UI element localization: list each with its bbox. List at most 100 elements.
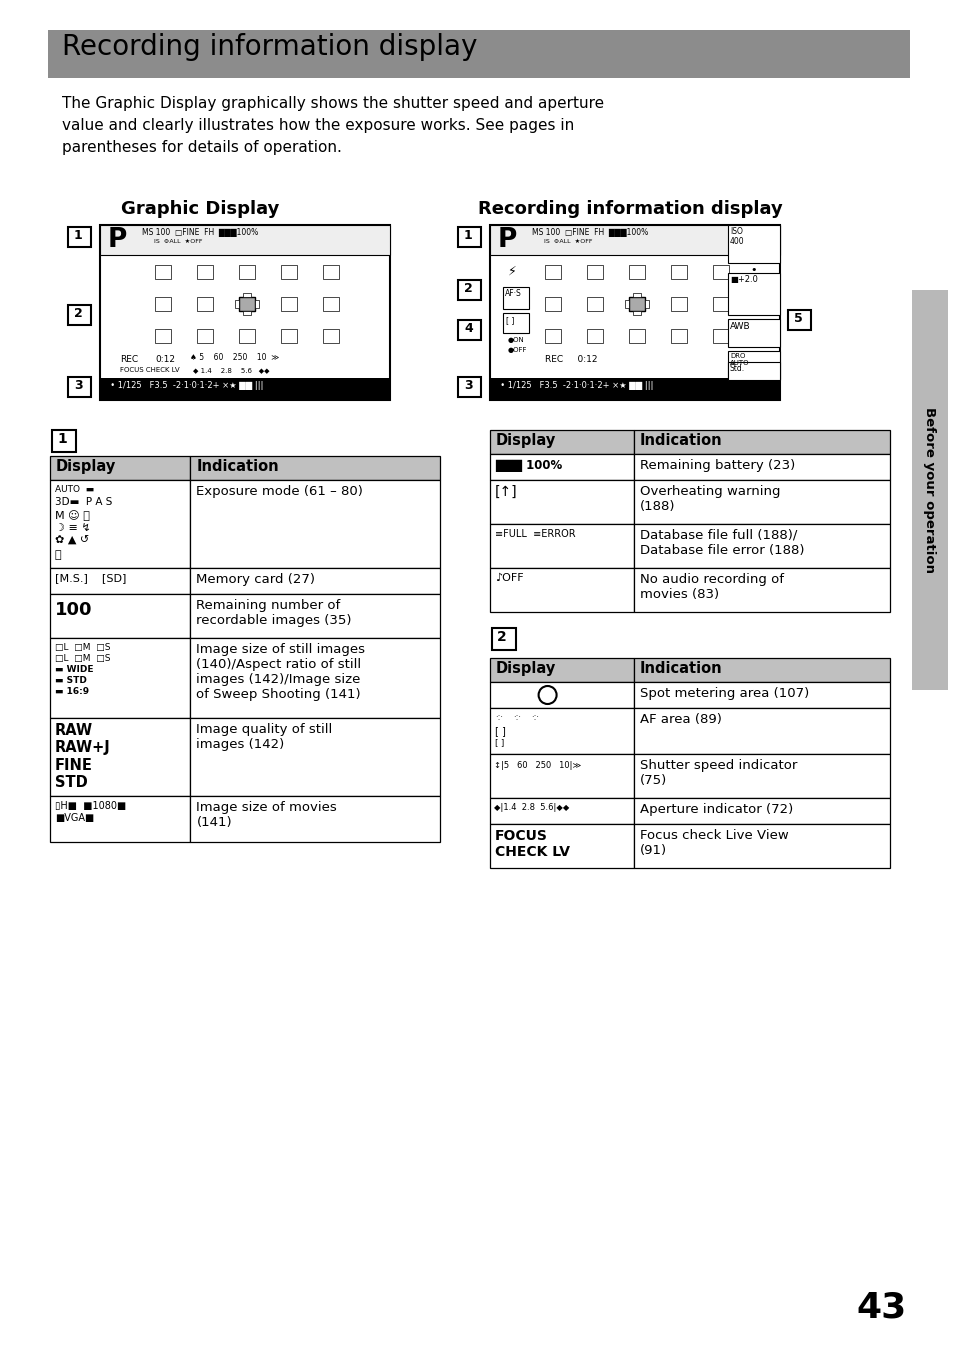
Bar xyxy=(911,291,947,690)
Bar xyxy=(239,297,254,311)
Bar xyxy=(490,707,634,755)
Bar xyxy=(191,480,439,568)
Text: ▬ STD: ▬ STD xyxy=(55,677,87,685)
Text: • 1/125   F3.5  -2·1·0·1·2+ ×★ ██ |||: • 1/125 F3.5 -2·1·0·1·2+ ×★ ██ ||| xyxy=(495,381,653,390)
Bar xyxy=(492,628,516,650)
Text: 3: 3 xyxy=(74,379,83,391)
Text: IS  ⚙ALL  ★OFF: IS ⚙ALL ★OFF xyxy=(153,239,202,243)
Text: 43: 43 xyxy=(855,1290,905,1323)
Text: REC     0:12: REC 0:12 xyxy=(544,355,597,364)
Bar xyxy=(50,718,191,796)
Text: [↑]: [↑] xyxy=(495,486,517,499)
Text: [M.S.]    [SD]: [M.S.] [SD] xyxy=(55,573,126,582)
Text: Image size of movies
(141): Image size of movies (141) xyxy=(196,802,336,829)
Text: ●ON: ●ON xyxy=(507,338,524,343)
Text: Image size of still images
(140)/Aspect ratio of still
images (142)/Image size
o: Image size of still images (140)/Aspect … xyxy=(196,643,365,701)
Text: REC: REC xyxy=(120,355,138,364)
Text: AUTO  ▬: AUTO ▬ xyxy=(55,486,94,494)
Bar xyxy=(254,300,258,308)
Text: □L  □M  □S: □L □M □S xyxy=(55,643,111,652)
Text: Memory card (27): Memory card (27) xyxy=(196,573,315,586)
Bar xyxy=(154,265,171,278)
Text: P: P xyxy=(108,227,128,253)
Text: Display: Display xyxy=(496,433,556,448)
Text: Graphic Display: Graphic Display xyxy=(121,200,279,218)
Bar xyxy=(586,297,602,311)
Bar xyxy=(191,638,439,718)
Bar xyxy=(670,265,686,278)
Bar xyxy=(243,311,251,315)
Bar xyxy=(50,568,191,594)
Bar xyxy=(644,300,648,308)
Text: AF area (89): AF area (89) xyxy=(639,713,721,726)
Text: ⓪: ⓪ xyxy=(55,550,62,560)
Bar xyxy=(634,755,889,798)
Text: Remaining number of
recordable images (35): Remaining number of recordable images (3… xyxy=(196,599,352,627)
Text: ✿ ▲ ↺: ✿ ▲ ↺ xyxy=(55,537,90,546)
Bar xyxy=(50,480,191,568)
Bar xyxy=(490,455,634,480)
Text: ███ 100%: ███ 100% xyxy=(495,459,561,472)
Text: parentheses for details of operation.: parentheses for details of operation. xyxy=(62,140,341,155)
Bar xyxy=(634,658,889,682)
Bar xyxy=(191,718,439,796)
Text: • 1/125   F3.5  -2·1·0·1·2+ ×★ ██ |||: • 1/125 F3.5 -2·1·0·1·2+ ×★ ██ ||| xyxy=(105,381,263,390)
Bar xyxy=(628,297,644,311)
Bar xyxy=(634,824,889,868)
Text: ↕|5   60   250   10|≫: ↕|5 60 250 10|≫ xyxy=(494,761,580,769)
Bar xyxy=(50,594,191,638)
Text: Indication: Indication xyxy=(196,459,278,473)
Bar xyxy=(239,265,254,278)
Bar xyxy=(670,297,686,311)
Text: AF·S: AF·S xyxy=(504,289,521,299)
Bar xyxy=(727,319,780,347)
Text: •: • xyxy=(749,265,756,274)
Bar xyxy=(490,798,634,824)
Bar xyxy=(457,280,480,300)
Text: 3: 3 xyxy=(463,379,472,391)
Text: FOCUS
CHECK LV: FOCUS CHECK LV xyxy=(495,829,569,859)
Bar xyxy=(628,265,644,278)
Text: [ ]: [ ] xyxy=(505,316,514,325)
Text: DRO
AUTO: DRO AUTO xyxy=(729,352,749,366)
Bar xyxy=(52,430,76,452)
Bar xyxy=(727,362,780,381)
Text: 3D▬  P A S: 3D▬ P A S xyxy=(55,498,112,507)
Text: 100: 100 xyxy=(55,601,92,619)
Text: ▬ WIDE: ▬ WIDE xyxy=(55,664,93,674)
Text: ♠ 5    60    250    10  ≫: ♠ 5 60 250 10 ≫ xyxy=(190,352,279,362)
Bar xyxy=(544,297,560,311)
Text: 4: 4 xyxy=(463,321,473,335)
Text: Spot metering area (107): Spot metering area (107) xyxy=(639,687,808,699)
Text: Display: Display xyxy=(496,660,556,677)
Bar xyxy=(490,658,634,682)
Text: ⚡: ⚡ xyxy=(507,265,517,278)
Bar xyxy=(490,525,634,568)
Text: ◆|1.4  2.8  5.6|◆◆: ◆|1.4 2.8 5.6|◆◆ xyxy=(494,803,569,812)
Bar xyxy=(281,265,296,278)
Text: □L  □M  □S: □L □M □S xyxy=(55,654,111,663)
Bar xyxy=(634,525,889,568)
Text: IS  ⚙ALL  ★OFF: IS ⚙ALL ★OFF xyxy=(543,239,592,243)
Text: Focus check Live View
(91): Focus check Live View (91) xyxy=(639,829,788,857)
Bar xyxy=(490,568,634,612)
Bar xyxy=(457,320,480,340)
Bar xyxy=(68,227,91,247)
Text: 0:12: 0:12 xyxy=(154,355,174,364)
Text: ·:·: ·:· xyxy=(531,713,538,722)
Bar xyxy=(100,225,390,256)
Bar xyxy=(634,455,889,480)
Bar xyxy=(457,377,480,397)
Bar xyxy=(490,430,634,455)
Bar xyxy=(544,330,560,343)
Text: 1: 1 xyxy=(57,432,67,447)
Bar xyxy=(154,297,171,311)
Bar xyxy=(68,305,91,325)
Text: Indication: Indication xyxy=(639,433,721,448)
Text: ·:·: ·:· xyxy=(513,713,520,722)
Bar xyxy=(633,293,640,297)
Text: MS 100  □FINE  FH  ███100%: MS 100 □FINE FH ███100% xyxy=(532,229,648,237)
Text: ●OFF: ●OFF xyxy=(507,347,527,352)
Text: 1: 1 xyxy=(463,229,473,242)
Bar xyxy=(50,456,191,480)
